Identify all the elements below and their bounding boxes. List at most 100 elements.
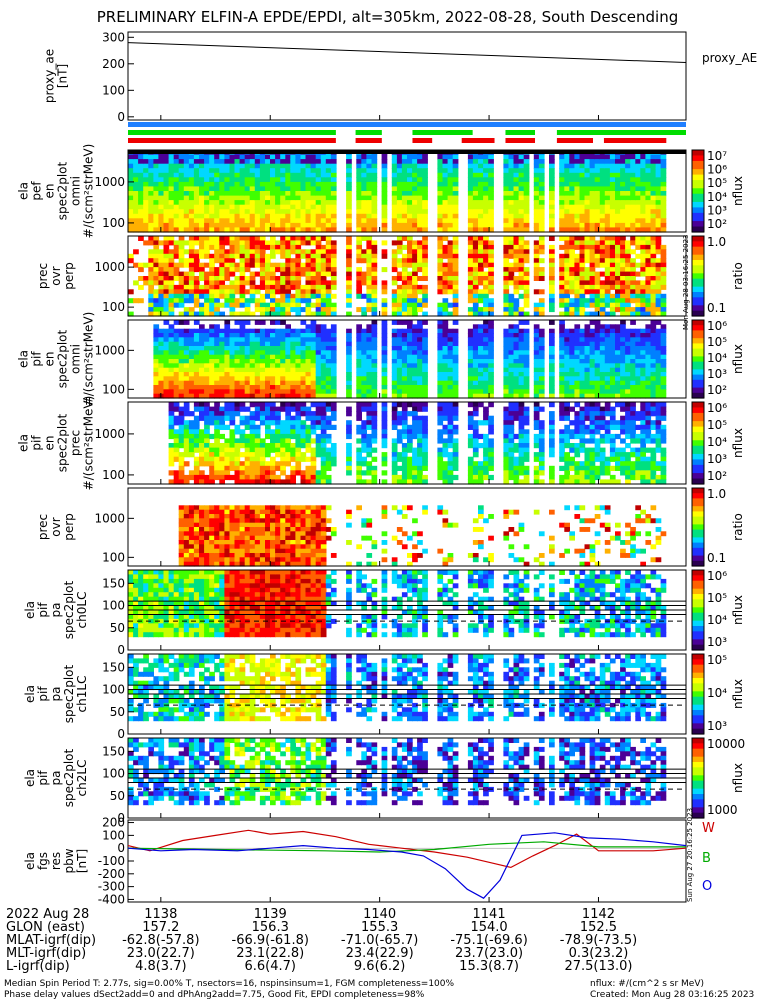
heatmap-cell [391,307,398,313]
heatmap-cell [163,163,170,169]
heatmap-cell [209,240,215,246]
heatmap-cell [356,333,362,338]
heatmap-cell [275,465,281,471]
heatmap-cell [275,227,281,233]
heatmap-cell [285,195,291,201]
heatmap-cell [209,168,215,174]
heatmap-cell [280,204,286,210]
heatmap-cell [259,154,266,160]
heatmap-cell [442,213,449,219]
heatmap-cell [214,333,220,338]
heatmap-cell [239,298,246,304]
heatmap-cell [569,359,575,364]
heatmap-cell [305,429,312,435]
heatmap-cell [290,372,296,377]
heatmap-cell [158,350,165,356]
heatmap-cell [330,177,337,183]
heatmap-cell [305,385,312,390]
heatmap-cell [533,159,540,165]
heatmap-cell [635,298,641,304]
heatmap-cell [549,236,555,241]
heatmap-cell [265,271,271,277]
heatmap-cell [655,311,662,317]
heatmap-cell [503,293,510,299]
heatmap-cell [467,177,474,183]
heatmap-cell [300,307,307,313]
heatmap-cell [447,380,454,386]
heatmap-cell [401,213,408,219]
heatmap-cell [422,163,428,169]
heatmap-cell [254,393,261,399]
heatmap-cell [579,191,586,197]
heatmap-cell [361,218,367,224]
heatmap-cell [153,253,160,259]
heatmap-cell [178,236,185,241]
heatmap-cell [158,186,165,192]
heatmap-cell [630,385,636,390]
heatmap-cell [412,209,418,215]
heatmap-cell [265,443,271,449]
heatmap-cell [178,213,185,219]
heatmap-cell [290,213,296,219]
heatmap-cell [630,236,636,241]
heatmap-cell [285,438,291,444]
heatmap-cell [183,411,190,417]
heatmap-cell [508,209,515,215]
heatmap-cell [407,227,413,233]
heatmap-cell [290,177,296,183]
heatmap-cell [295,333,302,338]
heatmap-cell [483,181,489,188]
heatmap-cell [569,159,575,165]
heatmap-cell [239,429,246,435]
heatmap-cell [564,154,570,160]
heatmap-cell [391,222,398,229]
heatmap-cell [589,181,596,188]
heatmap-cell [315,393,322,399]
heatmap-cell [229,415,236,421]
heatmap-cell [275,302,281,308]
heatmap-cell [630,195,636,201]
heatmap-cell [239,262,246,268]
heatmap-cell [209,324,215,330]
heatmap-cell [173,195,180,201]
heatmap-cell [361,293,367,299]
heatmap-cell [199,186,205,192]
heatmap-cell [579,376,586,382]
heatmap-cell [447,267,454,273]
heatmap-cell [330,204,337,210]
heatmap-cell [148,253,154,259]
heatmap-cell [574,204,581,210]
heatmap-cell [625,328,631,334]
heatmap-cell [391,191,398,197]
heatmap-cell [366,276,373,281]
heatmap-cell [609,163,616,169]
heatmap-cell [401,181,408,188]
heatmap-cell [518,209,525,215]
heatmap-cell [447,376,454,382]
heatmap-cell [467,346,474,351]
heatmap-cell [254,456,261,462]
heatmap-cell [442,302,449,308]
heatmap-cell [153,359,160,364]
heatmap-cell [538,376,545,382]
heatmap-cell [401,177,408,183]
heatmap-cell [569,222,575,229]
heatmap-cell [239,244,246,250]
heatmap-cell [315,200,322,206]
heatmap-cell [259,249,266,255]
heatmap-cell [604,181,611,188]
heatmap-cell [138,267,144,273]
heatmap-cell [138,209,144,215]
heatmap-cell [178,276,185,281]
heatmap-cell [199,154,205,160]
heatmap-cell [523,227,530,233]
heatmap-cell [234,154,241,160]
heatmap-cell [396,209,403,215]
heatmap-cell [239,376,246,382]
heatmap-cell [523,244,530,250]
heatmap-cell [625,204,631,210]
heatmap-cell [503,249,510,255]
heatmap-cell [143,159,149,165]
heatmap-cell [599,363,606,369]
heatmap-cell [320,200,327,206]
